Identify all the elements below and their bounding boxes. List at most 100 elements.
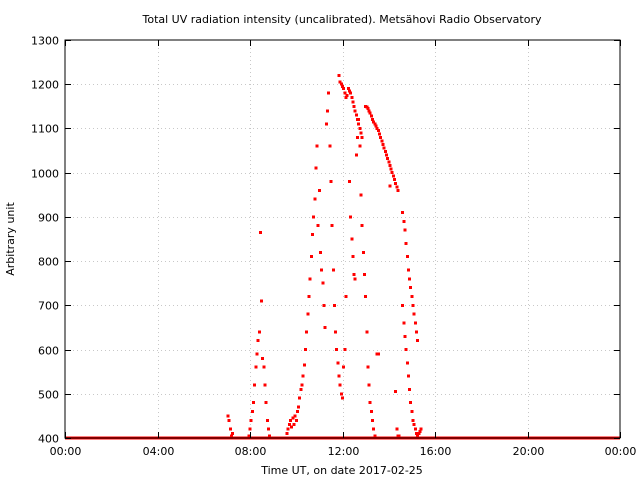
data-point bbox=[255, 352, 259, 356]
data-point bbox=[389, 167, 393, 171]
data-point bbox=[418, 429, 422, 433]
data-point bbox=[391, 174, 395, 178]
data-point bbox=[262, 365, 266, 369]
data-point bbox=[338, 80, 342, 84]
data-point bbox=[254, 365, 258, 369]
data-point bbox=[320, 268, 324, 272]
data-point bbox=[313, 197, 317, 201]
data-point bbox=[384, 153, 388, 157]
x-tick-label: 08:00 bbox=[235, 445, 267, 458]
x-tick-label: 12:00 bbox=[328, 445, 360, 458]
data-point bbox=[339, 392, 343, 396]
data-point bbox=[388, 184, 392, 188]
data-point bbox=[257, 330, 261, 334]
axis-ticks: 400 500 600 700 800 900 1000 1100 1200 1300 00:00 0… bbox=[31, 35, 636, 459]
y-tick-label: 1000 bbox=[31, 168, 59, 181]
data-point bbox=[301, 374, 305, 378]
data-point bbox=[248, 427, 252, 431]
data-point bbox=[394, 181, 398, 185]
data-point bbox=[322, 303, 326, 307]
data-point bbox=[373, 122, 377, 126]
data-point bbox=[319, 250, 322, 254]
data-point bbox=[343, 348, 347, 352]
data-point bbox=[381, 142, 385, 146]
data-point bbox=[343, 91, 347, 95]
x-axis-label: Time UT, on date 2017-02-25 bbox=[260, 464, 423, 477]
data-point bbox=[366, 107, 370, 110]
data-point bbox=[306, 312, 310, 316]
data-point bbox=[264, 401, 268, 405]
data-point bbox=[357, 118, 361, 122]
data-point bbox=[350, 237, 354, 241]
data-point bbox=[406, 374, 410, 378]
x-tick-label: 20:00 bbox=[513, 445, 545, 458]
plot-frame bbox=[64, 39, 621, 439]
data-point bbox=[373, 434, 377, 438]
data-point bbox=[415, 432, 418, 436]
data-point bbox=[344, 96, 348, 99]
data-point bbox=[408, 277, 412, 281]
data-point bbox=[332, 303, 336, 307]
y-tick-label: 400 bbox=[38, 433, 59, 446]
data-point bbox=[227, 418, 231, 422]
data-point bbox=[342, 87, 346, 91]
y-axis-label: Arbitrary unit bbox=[4, 202, 17, 276]
data-point bbox=[379, 135, 383, 139]
data-point bbox=[359, 131, 363, 135]
data-point bbox=[356, 135, 359, 139]
data-point bbox=[375, 126, 379, 130]
data-point bbox=[415, 330, 418, 334]
data-point bbox=[315, 144, 319, 148]
data-point bbox=[256, 339, 260, 343]
data-point bbox=[231, 432, 235, 436]
data-point bbox=[409, 401, 413, 405]
data-point bbox=[408, 387, 412, 391]
data-point bbox=[297, 405, 301, 409]
y-tick-label: 1100 bbox=[31, 123, 59, 136]
data-point bbox=[403, 228, 407, 232]
x-tick-label: 00:00 bbox=[50, 445, 82, 458]
data-point bbox=[367, 109, 371, 113]
data-point bbox=[376, 129, 380, 133]
data-point bbox=[412, 423, 416, 427]
data-point bbox=[331, 268, 335, 272]
data-point bbox=[327, 91, 331, 95]
data-point bbox=[364, 295, 368, 298]
data-point bbox=[396, 188, 400, 192]
data-point bbox=[265, 418, 269, 422]
data-point bbox=[380, 139, 384, 143]
data-point bbox=[358, 144, 362, 148]
data-point bbox=[289, 418, 292, 422]
data-point bbox=[376, 352, 380, 356]
x-tick-label: 16:00 bbox=[420, 445, 452, 458]
data-point bbox=[401, 303, 405, 307]
data-point bbox=[395, 427, 399, 431]
data-point bbox=[347, 180, 351, 183]
data-point bbox=[383, 149, 387, 153]
data-point bbox=[321, 281, 325, 285]
data-point bbox=[312, 215, 316, 219]
data-point bbox=[394, 390, 398, 394]
data-point bbox=[324, 122, 328, 126]
data-point bbox=[393, 178, 396, 182]
y-tick-label: 700 bbox=[38, 300, 59, 313]
data-point bbox=[328, 144, 332, 148]
data-point bbox=[295, 410, 299, 413]
chart-title: Total UV radiation intensity (uncalibrat… bbox=[142, 13, 542, 26]
data-point bbox=[230, 434, 233, 438]
data-point bbox=[367, 383, 371, 387]
data-point bbox=[250, 410, 254, 413]
data-point bbox=[402, 321, 406, 325]
data-point bbox=[368, 401, 372, 405]
data-point bbox=[286, 427, 290, 431]
data-point bbox=[388, 164, 392, 168]
data-point bbox=[252, 401, 255, 405]
data-point bbox=[402, 219, 406, 223]
data-point bbox=[419, 427, 423, 431]
data-point bbox=[353, 277, 357, 281]
y-tick-label: 1200 bbox=[31, 79, 59, 92]
data-point bbox=[372, 427, 376, 431]
grid-lines bbox=[65, 40, 620, 438]
data-point bbox=[316, 224, 320, 228]
data-point bbox=[326, 109, 329, 113]
